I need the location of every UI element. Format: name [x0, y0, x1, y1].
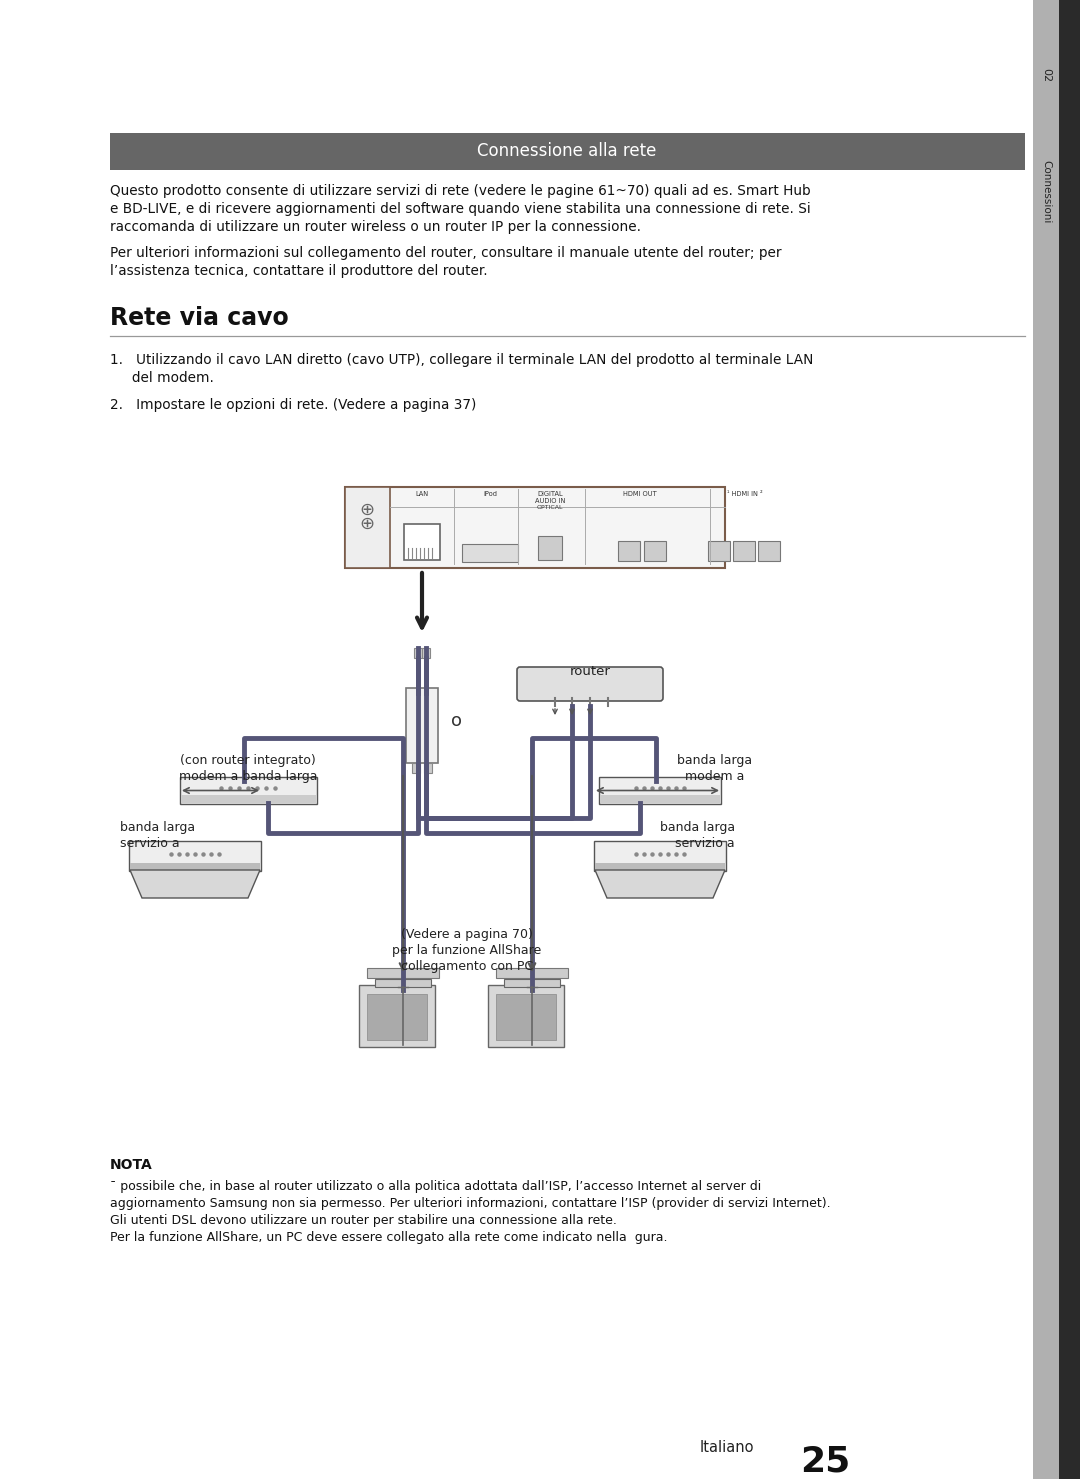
Text: (con router integrato): (con router integrato) [180, 754, 315, 768]
Text: banda larga: banda larga [120, 821, 195, 834]
Text: Per ulteriori informazioni sul collegamento del router, consultare il manuale ut: Per ulteriori informazioni sul collegame… [110, 246, 782, 260]
Text: ¯ possibile che, in base al router utilizzato o alla politica adottata dall’ISP,: ¯ possibile che, in base al router utili… [110, 1180, 761, 1194]
Text: per la funzione AllShare: per la funzione AllShare [392, 944, 542, 957]
Bar [538, 535, 562, 561]
Text: ⊕: ⊕ [360, 501, 375, 519]
Bar [367, 967, 438, 978]
Text: ⊕: ⊕ [360, 515, 375, 532]
Text: 02: 02 [1041, 68, 1051, 83]
Bar [404, 524, 440, 561]
Text: del modem.: del modem. [110, 371, 214, 385]
FancyBboxPatch shape [359, 985, 435, 1047]
Bar [130, 864, 260, 870]
FancyBboxPatch shape [180, 776, 318, 805]
FancyBboxPatch shape [129, 842, 261, 871]
Text: LAN: LAN [416, 491, 429, 497]
Text: (Vedere a pagina 70): (Vedere a pagina 70) [401, 927, 532, 941]
Bar [600, 796, 720, 803]
Bar [1032, 0, 1059, 1479]
Text: servizio a: servizio a [120, 837, 179, 850]
FancyBboxPatch shape [599, 776, 721, 805]
Text: DIGITAL
AUDIO IN: DIGITAL AUDIO IN [535, 491, 565, 504]
Bar [644, 541, 666, 561]
Text: HDMI OUT: HDMI OUT [623, 491, 657, 497]
Text: l’assistenza tecnica, contattare il produttore del router.: l’assistenza tecnica, contattare il prod… [110, 263, 488, 278]
Bar [496, 967, 568, 978]
Bar [1059, 0, 1080, 1479]
Text: 2.   Impostare le opzioni di rete. (Vedere a pagina 37): 2. Impostare le opzioni di rete. (Vedere… [110, 398, 476, 413]
Text: NOTA: NOTA [110, 1158, 152, 1171]
Bar [758, 541, 780, 561]
FancyBboxPatch shape [488, 985, 564, 1047]
Text: iPod: iPod [483, 491, 497, 497]
Bar [367, 994, 427, 1040]
Polygon shape [595, 870, 725, 898]
Text: o: o [451, 713, 462, 731]
Text: aggiornamento Samsung non sia permesso. Per ulteriori informazioni, contattare l: aggiornamento Samsung non sia permesso. … [110, 1197, 831, 1210]
Bar [110, 133, 1025, 170]
Bar [733, 541, 755, 561]
Bar [181, 796, 316, 803]
Text: modem a: modem a [686, 771, 745, 782]
Text: Italiano: Italiano [700, 1441, 755, 1455]
Text: Rete via cavo: Rete via cavo [110, 306, 288, 330]
Bar [424, 763, 432, 774]
Bar [496, 994, 556, 1040]
Text: e BD-LIVE, e di ricevere aggiornamenti del software quando viene stabilita una c: e BD-LIVE, e di ricevere aggiornamenti d… [110, 203, 811, 216]
Text: ¹ HDMI IN ²: ¹ HDMI IN ² [727, 491, 762, 497]
Text: Gli utenti DSL devono utilizzare un router per stabilire una connessione alla re: Gli utenti DSL devono utilizzare un rout… [110, 1214, 617, 1228]
Text: modem a banda larga: modem a banda larga [179, 771, 318, 782]
Bar [375, 979, 431, 986]
FancyBboxPatch shape [345, 487, 390, 568]
Text: raccomanda di utilizzare un router wireless o un router IP per la connessione.: raccomanda di utilizzare un router wirel… [110, 220, 642, 234]
Text: Questo prodotto consente di utilizzare servizi di rete (vedere le pagine 61~70) : Questo prodotto consente di utilizzare s… [110, 183, 811, 198]
Bar [595, 864, 725, 870]
Text: banda larga: banda larga [677, 754, 753, 768]
Text: Connessione alla rete: Connessione alla rete [477, 142, 657, 160]
Text: Per la funzione AllShare, un PC deve essere collegato alla rete come indicato ne: Per la funzione AllShare, un PC deve ess… [110, 1231, 667, 1244]
Bar [708, 541, 730, 561]
Text: Connessioni: Connessioni [1041, 160, 1051, 223]
FancyBboxPatch shape [594, 842, 726, 871]
Bar [411, 763, 420, 774]
Bar [462, 544, 518, 562]
Text: 25: 25 [800, 1445, 850, 1479]
Bar [345, 487, 725, 568]
Text: OPTICAL: OPTICAL [537, 504, 564, 510]
Bar [406, 688, 438, 763]
Bar [414, 648, 422, 658]
Text: servizio a: servizio a [675, 837, 735, 850]
Polygon shape [130, 870, 260, 898]
Text: 1.   Utilizzando il cavo LAN diretto (cavo UTP), collegare il terminale LAN del : 1. Utilizzando il cavo LAN diretto (cavo… [110, 353, 813, 367]
Bar [504, 979, 561, 986]
Text: banda larga: banda larga [660, 821, 735, 834]
Text: collegamento con PC: collegamento con PC [401, 960, 534, 973]
Bar [422, 648, 430, 658]
Text: router: router [569, 666, 610, 677]
FancyBboxPatch shape [517, 667, 663, 701]
Bar [618, 541, 640, 561]
